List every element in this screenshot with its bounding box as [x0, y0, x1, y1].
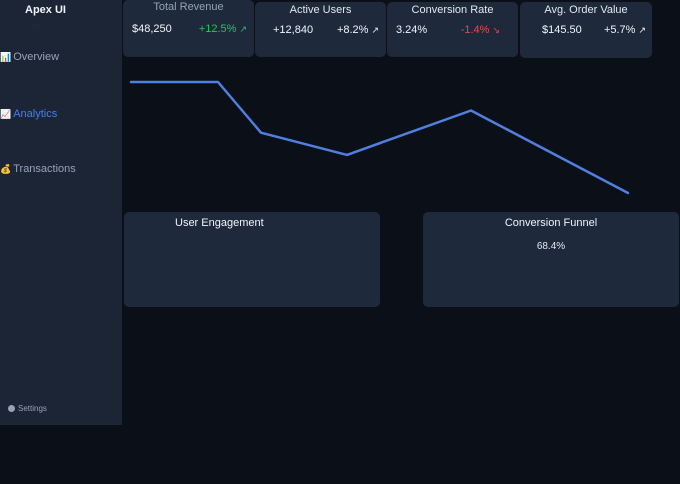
sidebar-item-label: Overview [13, 51, 60, 63]
kpi-change-value: +5.7% [603, 24, 636, 36]
kpi-card-conversion-rate: Conversion Rate 3.24% -1.4% ↘ [387, 2, 518, 57]
money-bag-icon: 💰 [0, 164, 12, 174]
trend-chart-icon: 📈 [0, 109, 12, 119]
arrow-up-right-icon: ↗ [239, 24, 247, 34]
app-version: v1.2 [33, 22, 49, 31]
sidebar: Apex UI v1.2 📊 Overview 📈 Analytics 💰 Trans… [0, 0, 122, 425]
settings-button[interactable]: Settings [8, 404, 47, 413]
kpi-title: Total Revenue [153, 1, 224, 13]
funnel-value: 68.4% [536, 241, 566, 252]
kpi-title: Conversion Rate [411, 4, 494, 16]
bar-chart-icon: 📊 [0, 52, 12, 62]
gear-icon [8, 405, 15, 412]
kpi-change: +8.2% ↗ [337, 24, 379, 36]
sidebar-item-transactions[interactable]: 💰 Transactions [0, 163, 76, 175]
kpi-change-value: +12.5% [198, 23, 237, 35]
kpi-value: $145.50 [542, 24, 582, 36]
sidebar-item-analytics[interactable]: 📈 Analytics [0, 108, 57, 120]
arrow-up-right-icon: ↗ [638, 25, 646, 35]
app-name: Apex UI [25, 4, 66, 16]
sidebar-item-label: Transactions [13, 163, 76, 175]
kpi-change: +12.5% ↗ [199, 23, 247, 35]
kpi-change-value: -1.4% [460, 24, 490, 36]
kpi-card-avg-order-value: Avg. Order Value $145.50 +5.7% ↗ [520, 2, 652, 58]
conversion-funnel-panel: Conversion Funnel 68.4% [423, 212, 679, 307]
kpi-value: +12,840 [273, 24, 314, 36]
kpi-value: $48,250 [132, 23, 172, 35]
sidebar-item-overview[interactable]: 📊 Overview [0, 51, 59, 63]
kpi-change: -1.4% ↘ [461, 24, 500, 36]
kpi-title: Active Users [289, 4, 352, 16]
kpi-title: Avg. Order Value [544, 4, 628, 16]
arrow-down-right-icon: ↘ [492, 25, 500, 35]
kpi-card-active-users: Active Users +12,840 +8.2% ↗ [255, 2, 386, 57]
arrow-up-right-icon: ↗ [371, 25, 379, 35]
kpi-value: 3.24% [396, 24, 428, 36]
kpi-card-total-revenue: Total Revenue $48,250 +12.5% ↗ [123, 0, 254, 57]
kpi-change: +5.7% ↗ [604, 24, 646, 36]
kpi-change-value: +8.2% [336, 24, 369, 36]
panel-title: User Engagement [175, 217, 264, 229]
user-engagement-panel: User Engagement [124, 212, 380, 307]
sidebar-item-label: Analytics [13, 108, 58, 120]
panel-title: Conversion Funnel [504, 217, 598, 229]
settings-label: Settings [18, 404, 47, 413]
trend-series-line [129, 80, 630, 195]
